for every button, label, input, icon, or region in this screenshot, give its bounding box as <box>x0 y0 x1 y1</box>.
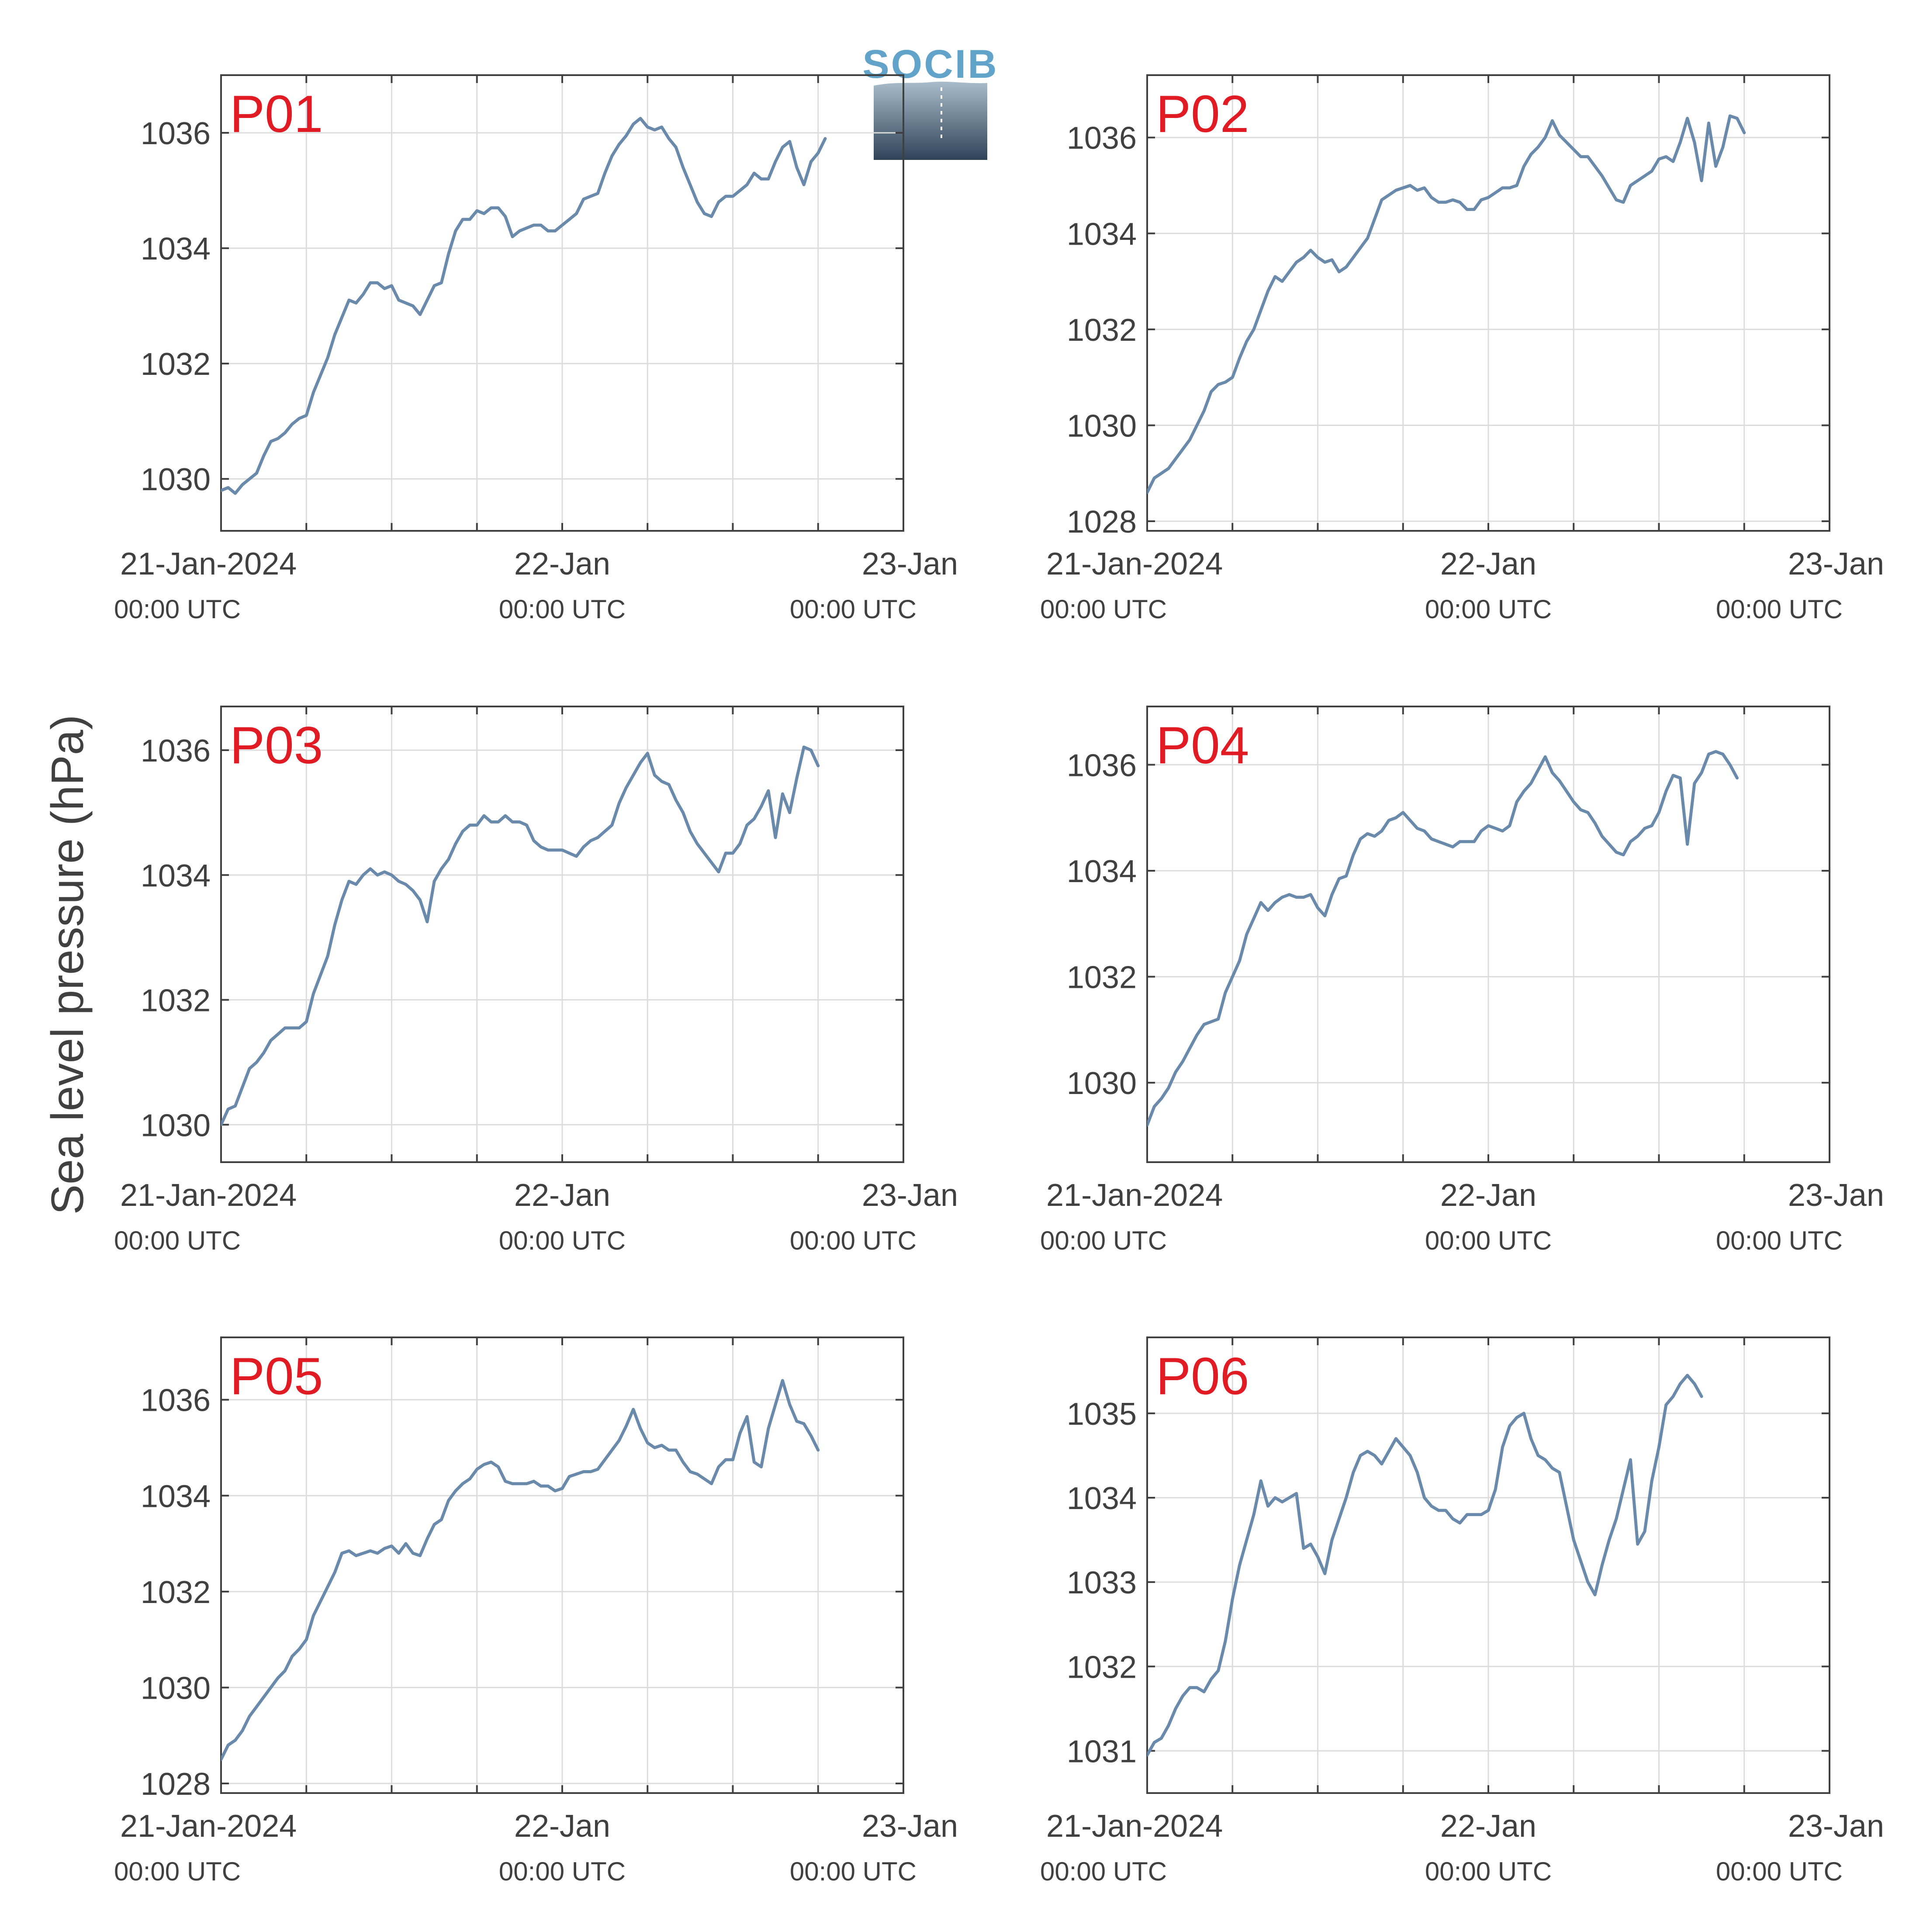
y-tick-label: 1032 <box>1067 313 1137 348</box>
x-tick-label-date: 23-Jan <box>1788 547 1884 582</box>
x-tick-label-date: 23-Jan <box>1788 1809 1884 1844</box>
x-tick-label-time: 00:00 UTC <box>114 1857 241 1886</box>
series-line-p06 <box>1147 1374 1703 1757</box>
y-tick-label: 1034 <box>1067 217 1137 252</box>
y-tick-label: 1030 <box>1067 409 1137 443</box>
x-tick-label-time: 00:00 UTC <box>114 595 241 624</box>
x-tick-label-date: 21-Jan-2024 <box>120 547 297 582</box>
y-tick-label: 1034 <box>141 1479 211 1514</box>
x-tick-label-time: 00:00 UTC <box>1716 1857 1843 1886</box>
panel-label: P04 <box>1156 716 1249 775</box>
x-tick-label-time: 00:00 UTC <box>1040 1857 1167 1886</box>
y-tick-label: 1031 <box>1067 1734 1137 1769</box>
chart-panel-p04: 1030 1032 1034 1036 21-Jan-2024 00:00 UTC 22-J… <box>1040 706 1884 1255</box>
x-tick-label-time: 00:00 UTC <box>1425 595 1552 624</box>
x-tick-label-date: 22-Jan <box>514 1178 610 1213</box>
chart-panel-p03: 1030 1032 1034 1036 21-Jan-2024 00:00 UTC 22-J… <box>114 706 958 1255</box>
panel-label: P03 <box>230 716 323 775</box>
socib-logo-wave <box>874 81 987 160</box>
y-tick-label: 1028 <box>141 1767 211 1802</box>
x-tick-label-time: 00:00 UTC <box>1716 1226 1843 1255</box>
x-tick-label-time: 00:00 UTC <box>1425 1857 1552 1886</box>
y-tick-label: 1032 <box>141 347 211 382</box>
y-tick-label: 1028 <box>1067 505 1137 540</box>
x-tick-label-date: 22-Jan <box>1440 1178 1536 1213</box>
y-tick-label: 1036 <box>141 116 211 151</box>
y-tick-label: 1036 <box>141 734 211 769</box>
x-tick-label-date: 23-Jan <box>862 1178 958 1213</box>
x-tick-label-date: 23-Jan <box>1788 1178 1884 1213</box>
socib-logo-text: SOCIB <box>862 42 998 87</box>
y-tick-label: 1030 <box>141 1108 211 1143</box>
series-line-p05 <box>221 1379 820 1761</box>
x-tick-label-time: 00:00 UTC <box>499 1857 626 1886</box>
x-tick-label-time: 00:00 UTC <box>790 1857 917 1886</box>
x-tick-label-time: 00:00 UTC <box>499 1226 626 1255</box>
y-tick-label: 1034 <box>1067 1481 1137 1516</box>
x-tick-label-date: 21-Jan-2024 <box>1046 547 1223 582</box>
chart-panel-p02: 1028 1030 1032 1034 1036 21-Jan-2024 00:00 UTC… <box>1040 74 1884 624</box>
x-tick-label-date: 21-Jan-2024 <box>1046 1178 1223 1213</box>
chart-panel-p05: 1028 1030 1032 1034 1036 21-Jan-2024 00:00 UTC… <box>114 1336 958 1886</box>
x-tick-label-time: 00:00 UTC <box>1716 595 1843 624</box>
y-tick-label: 1036 <box>1067 748 1137 783</box>
socib-logo: SOCIB <box>862 42 998 160</box>
y-tick-label: 1034 <box>141 232 211 267</box>
x-tick-label-time: 00:00 UTC <box>499 595 626 624</box>
series-line-p04 <box>1147 750 1739 1127</box>
series-line-p02 <box>1147 114 1746 494</box>
chart-panel-p06: 1031 1032 1033 1034 1035 21-Jan-2024 00:00 UTC… <box>1040 1336 1884 1886</box>
y-tick-label: 1032 <box>1067 960 1137 995</box>
y-tick-label: 1032 <box>1067 1650 1137 1685</box>
y-axis-label: Sea level pressure (hPa) <box>42 715 93 1215</box>
x-tick-label-time: 00:00 UTC <box>1040 1226 1167 1255</box>
y-tick-label: 1032 <box>141 1575 211 1610</box>
x-tick-label-time: 00:00 UTC <box>790 595 917 624</box>
y-tick-label: 1032 <box>141 983 211 1018</box>
panel-label: P01 <box>230 85 323 143</box>
x-tick-label-date: 22-Jan <box>514 1809 610 1844</box>
y-tick-label: 1033 <box>1067 1565 1137 1600</box>
panel-label: P06 <box>1156 1347 1249 1406</box>
y-tick-label: 1030 <box>141 462 211 497</box>
x-tick-label-date: 22-Jan <box>1440 1809 1536 1844</box>
y-tick-label: 1036 <box>141 1383 211 1418</box>
y-tick-label: 1034 <box>141 859 211 893</box>
panel-label: P05 <box>230 1347 323 1406</box>
y-tick-label: 1035 <box>1067 1397 1137 1432</box>
y-tick-label: 1036 <box>1067 121 1137 156</box>
y-tick-label: 1030 <box>141 1671 211 1706</box>
x-tick-label-time: 00:00 UTC <box>790 1226 917 1255</box>
y-tick-label: 1034 <box>1067 854 1137 889</box>
x-tick-label-time: 00:00 UTC <box>1040 595 1167 624</box>
series-line-p01 <box>221 117 827 495</box>
x-tick-label-date: 22-Jan <box>1440 547 1536 582</box>
x-tick-label-date: 23-Jan <box>862 1809 958 1844</box>
x-tick-label-date: 23-Jan <box>862 547 958 582</box>
panel-label: P02 <box>1156 85 1249 143</box>
x-tick-label-time: 00:00 UTC <box>114 1226 241 1255</box>
y-tick-label: 1030 <box>1067 1066 1137 1101</box>
series-line-p03 <box>221 745 820 1126</box>
panels-container: 1030 1032 1034 1036 21-Jan-2024 00:00 UTC 22-J… <box>114 74 1884 1886</box>
x-tick-label-date: 21-Jan-2024 <box>120 1178 297 1213</box>
x-tick-label-time: 00:00 UTC <box>1425 1226 1552 1255</box>
x-tick-label-date: 22-Jan <box>514 547 610 582</box>
chart-panel-p01: 1030 1032 1034 1036 21-Jan-2024 00:00 UTC 22-J… <box>114 74 958 624</box>
x-tick-label-date: 21-Jan-2024 <box>120 1809 297 1844</box>
x-tick-label-date: 21-Jan-2024 <box>1046 1809 1223 1844</box>
